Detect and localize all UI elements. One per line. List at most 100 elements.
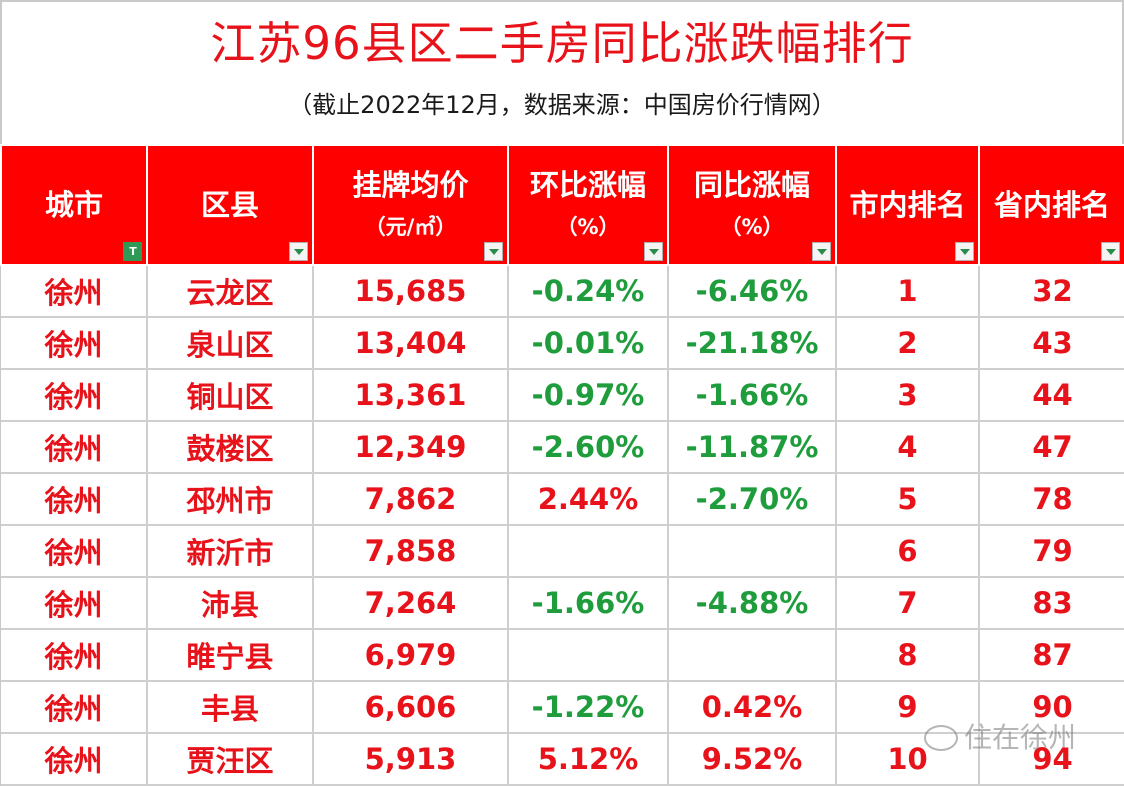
cell-mom (508, 525, 669, 578)
header-mom-unit: （%） (556, 215, 620, 239)
cell-price: 12,349 (313, 421, 509, 474)
table-row: 徐州 云龙区 15,685 -0.24% -6.46% 1 32 (1, 265, 1124, 318)
cell-city-rank: 8 (836, 629, 980, 682)
wechat-icon (924, 725, 958, 751)
page-subtitle: （截止2022年12月，数据来源：中国房价行情网） (288, 91, 836, 119)
cell-yoy: 9.52% (668, 733, 837, 786)
cell-prov-rank: 87 (979, 629, 1124, 682)
table-row: 徐州 邳州市 7,862 2.44% -2.70% 5 78 (1, 473, 1124, 526)
cell-yoy: -6.46% (668, 265, 837, 318)
header-city-label: 城市 (44, 188, 103, 222)
cell-city: 徐州 (1, 733, 148, 786)
cell-price: 7,264 (313, 577, 509, 630)
cell-mom: -1.22% (508, 681, 669, 734)
header-price-unit: （元/㎡） (364, 215, 457, 239)
cell-prov-rank: 32 (979, 265, 1124, 318)
cell-yoy: -1.66% (668, 369, 837, 422)
cell-city: 徐州 (1, 629, 148, 682)
cell-mom: -0.01% (508, 317, 669, 370)
cell-city-rank: 10 (836, 733, 980, 786)
cell-mom: -0.97% (508, 369, 669, 422)
watermark: 住在徐州 (924, 718, 1076, 758)
cell-district: 鼓楼区 (147, 421, 314, 474)
cell-city: 徐州 (1, 525, 148, 578)
header-district-label: 区县 (200, 188, 259, 222)
cell-yoy: -11.87% (668, 421, 837, 474)
cell-price: 6,606 (313, 681, 509, 734)
cell-price: 13,361 (313, 369, 509, 422)
cell-city-rank: 7 (836, 577, 980, 630)
cell-city-rank: 5 (836, 473, 980, 526)
cell-price: 7,858 (313, 525, 509, 578)
cell-mom (508, 629, 669, 682)
header-city: 城市 T (0, 144, 148, 266)
header-district: 区县 (146, 144, 314, 266)
cell-district: 泉山区 (147, 317, 314, 370)
header-mom: 环比涨幅 （%） (507, 144, 669, 266)
table-row: 徐州 铜山区 13,361 -0.97% -1.66% 3 44 (1, 369, 1124, 422)
cell-prov-rank: 78 (979, 473, 1124, 526)
cell-city: 徐州 (1, 317, 148, 370)
cell-yoy: 0.42% (668, 681, 837, 734)
filter-dropdown-icon[interactable] (484, 242, 503, 261)
table-row: 徐州 沛县 7,264 -1.66% -4.88% 7 83 (1, 577, 1124, 630)
page-title: 江苏96县区二手房同比涨跌幅排行 (210, 17, 914, 70)
cell-price: 5,913 (313, 733, 509, 786)
cell-city-rank: 3 (836, 369, 980, 422)
table-row: 徐州 泉山区 13,404 -0.01% -21.18% 2 43 (1, 317, 1124, 370)
header-city-rank: 市内排名 (835, 144, 980, 266)
cell-city: 徐州 (1, 421, 148, 474)
ranking-table: 城市 T 区县 挂牌均价 （元/㎡） 环比涨幅 （%） 同比涨幅 （%） (0, 144, 1124, 786)
cell-district: 睢宁县 (147, 629, 314, 682)
cell-mom: -1.66% (508, 577, 669, 630)
filter-dropdown-icon[interactable] (812, 242, 831, 261)
header-prov-rank: 省内排名 (978, 144, 1124, 266)
cell-city-rank: 4 (836, 421, 980, 474)
filter-dropdown-icon[interactable] (289, 242, 308, 261)
header-yoy-unit: （%） (720, 215, 784, 239)
cell-city-rank: 6 (836, 525, 980, 578)
cell-yoy: -21.18% (668, 317, 837, 370)
cell-district: 贾汪区 (147, 733, 314, 786)
header-row: 城市 T 区县 挂牌均价 （元/㎡） 环比涨幅 （%） 同比涨幅 （%） (0, 144, 1124, 266)
watermark-text: 住在徐州 (964, 721, 1077, 754)
cell-prov-rank: 94 (979, 733, 1124, 786)
filter-dropdown-icon[interactable] (644, 242, 663, 261)
cell-yoy (668, 525, 837, 578)
header-price: 挂牌均价 （元/㎡） (312, 144, 509, 266)
cell-price: 13,404 (313, 317, 509, 370)
cell-prov-rank: 79 (979, 525, 1124, 578)
cell-city-rank: 1 (836, 265, 980, 318)
filter-dropdown-icon[interactable] (955, 242, 974, 261)
cell-price: 6,979 (313, 629, 509, 682)
cell-mom: -0.24% (508, 265, 669, 318)
cell-price: 7,862 (313, 473, 509, 526)
table-row: 徐州 丰县 6,606 -1.22% 0.42% 9 90 (1, 681, 1124, 734)
cell-district: 新沂市 (147, 525, 314, 578)
cell-district: 沛县 (147, 577, 314, 630)
header-yoy-label: 同比涨幅 (693, 168, 810, 202)
header-mom-label: 环比涨幅 (529, 168, 646, 202)
cell-mom: -2.60% (508, 421, 669, 474)
table-row: 徐州 鼓楼区 12,349 -2.60% -11.87% 4 47 (1, 421, 1124, 474)
cell-prov-rank: 43 (979, 317, 1124, 370)
table-row: 徐州 新沂市 7,858 6 79 (1, 525, 1124, 578)
cell-city: 徐州 (1, 265, 148, 318)
cell-district: 邳州市 (147, 473, 314, 526)
header-price-label: 挂牌均价 (352, 168, 469, 202)
header-yoy: 同比涨幅 （%） (667, 144, 837, 266)
table-row: 徐州 睢宁县 6,979 8 87 (1, 629, 1124, 682)
cell-prov-rank: 44 (979, 369, 1124, 422)
cell-city-rank: 2 (836, 317, 980, 370)
header-city-rank-label: 市内排名 (849, 188, 966, 222)
filter-active-icon[interactable]: T (123, 242, 142, 261)
cell-price: 15,685 (313, 265, 509, 318)
cell-mom: 5.12% (508, 733, 669, 786)
header-prov-rank-label: 省内排名 (993, 188, 1110, 222)
cell-city-rank: 9 (836, 681, 980, 734)
filter-dropdown-icon[interactable] (1101, 242, 1120, 261)
cell-yoy: -2.70% (668, 473, 837, 526)
cell-city: 徐州 (1, 473, 148, 526)
cell-district: 铜山区 (147, 369, 314, 422)
cell-district: 丰县 (147, 681, 314, 734)
